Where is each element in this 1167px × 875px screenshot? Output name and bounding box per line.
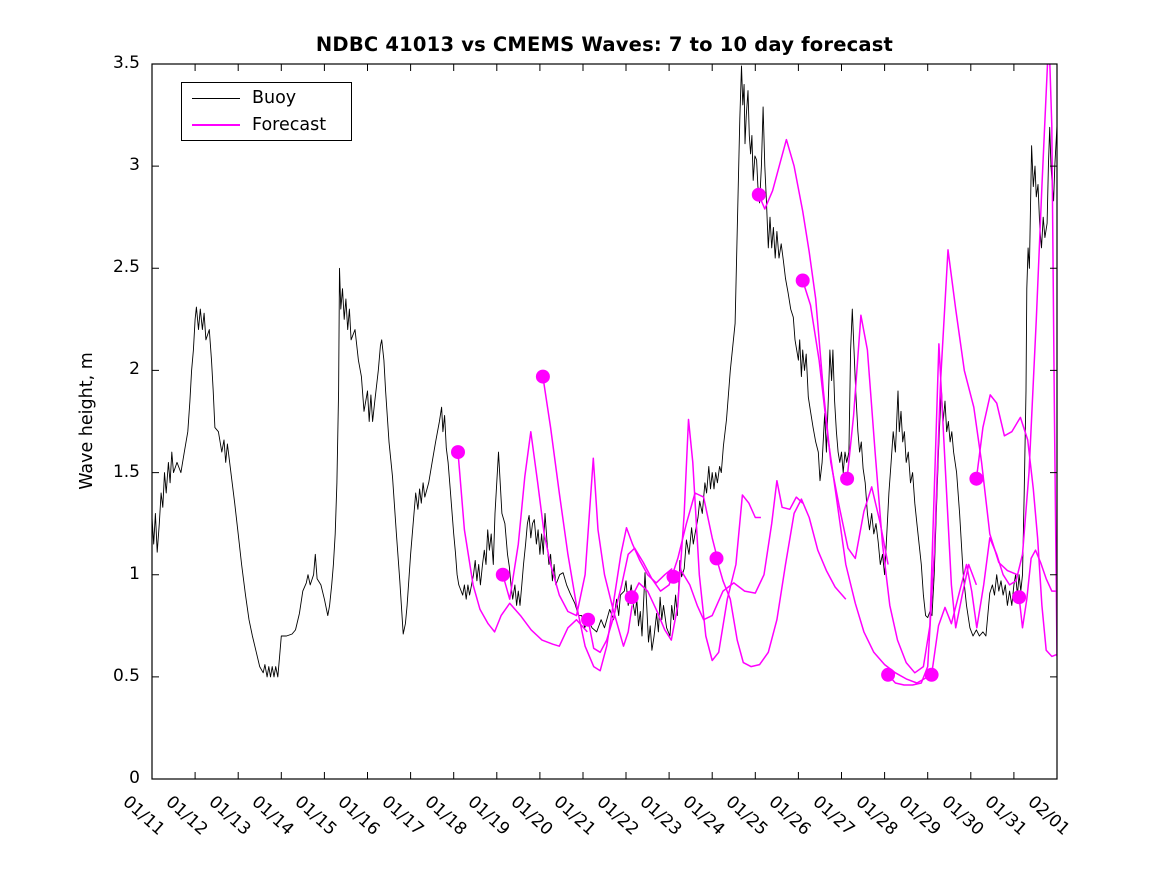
forecast-line-segment-3	[542, 376, 673, 672]
forecast-line-swatch	[192, 124, 240, 126]
forecast-start-marker-7	[709, 551, 724, 566]
legend-label-forecast: Forecast	[252, 115, 327, 135]
forecast-start-marker-9	[795, 273, 810, 288]
y-tick-label-2: 2	[129, 359, 140, 380]
forecast-start-marker-4	[581, 612, 596, 627]
forecast-start-marker-1	[451, 445, 465, 460]
forecast-start-marker-2	[495, 567, 510, 582]
forecast-line-segment-9	[801, 280, 933, 684]
forecast-line-segment-14	[1018, 549, 1057, 629]
buoy-line	[152, 65, 1057, 678]
forecast-line-segment-10	[846, 314, 978, 674]
axis-ticks	[151, 63, 1058, 780]
y-tick-label-0: 0	[129, 768, 140, 788]
forecast-start-marker-14	[1012, 590, 1027, 605]
series-group	[152, 64, 1057, 686]
y-tick-label-3: 3	[129, 155, 140, 176]
legend-item-buoy: Buoy	[182, 86, 351, 110]
forecast-line-segment-1	[457, 452, 588, 647]
forecast-start-marker-10	[840, 471, 855, 486]
y-tick-label-1: 1	[129, 563, 140, 584]
plot-border	[151, 63, 1058, 780]
forecast-line-segment-2	[502, 430, 633, 647]
forecast-line-segment-6	[673, 479, 804, 621]
y-tick-label-3.5: 3.5	[112, 53, 140, 73]
forecast-start-marker-11	[881, 667, 896, 682]
forecast-start-marker-6	[666, 569, 681, 584]
y-tick-label-2.5: 2.5	[112, 257, 140, 278]
y-tick-label-1.5: 1.5	[112, 461, 140, 482]
chart-title: NDBC 41013 vs CMEMS Waves: 7 to 10 day f…	[315, 33, 894, 56]
buoy-line-swatch	[192, 97, 240, 99]
forecast-line-segment-4	[587, 492, 719, 654]
forecast-line-segment-7	[715, 498, 847, 668]
legend-label-buoy: Buoy	[252, 88, 297, 108]
legend-item-forecast: Forecast	[182, 113, 351, 137]
legend: Buoy Forecast	[181, 82, 352, 141]
y-tick-label-0.5: 0.5	[112, 665, 140, 686]
forecast-start-marker-13	[969, 471, 984, 486]
forecast-line-segment-8	[758, 138, 889, 565]
forecast-start-marker-8	[751, 187, 766, 202]
forecast-line-segment-12	[930, 64, 1057, 675]
forecast-start-marker-5	[624, 590, 639, 605]
forecast-start-marker-3	[535, 369, 550, 384]
forecast-start-marker-12	[924, 667, 939, 682]
forecast-line-segment-13	[975, 394, 1057, 658]
forecast-line-segment-5	[631, 418, 761, 662]
